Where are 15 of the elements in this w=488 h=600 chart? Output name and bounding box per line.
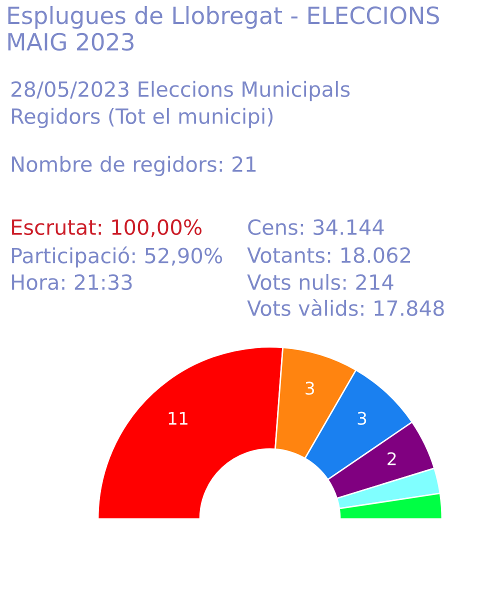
text: Hora: 21:33 [12,274,132,290]
text: Vots nuls: 214 [247,274,394,290]
text: Votants: 18.062 [247,247,410,264]
chart-subtitle: 28/05/2023 Eleccions Municipals [12,80,350,102]
text: Nombre de regidors: 21 [12,156,256,176]
data-label: 11 [168,412,188,425]
text: Cens: 34.144 [248,219,384,236]
text: Vots vàlids: 17.848 [247,299,444,316]
chart-title: Esplugues de Llobregat - ELECCIONS MAIG 2023 [8,6,439,51]
text: Regidors (Tot el municipi) [12,108,273,128]
data-label: 3 [306,382,314,395]
data-label: 3 [358,412,366,425]
data-label: 2 [388,452,396,466]
text: Escrutat: 100,00% [12,219,202,238]
text: Participació: 52,90% [12,246,222,268]
